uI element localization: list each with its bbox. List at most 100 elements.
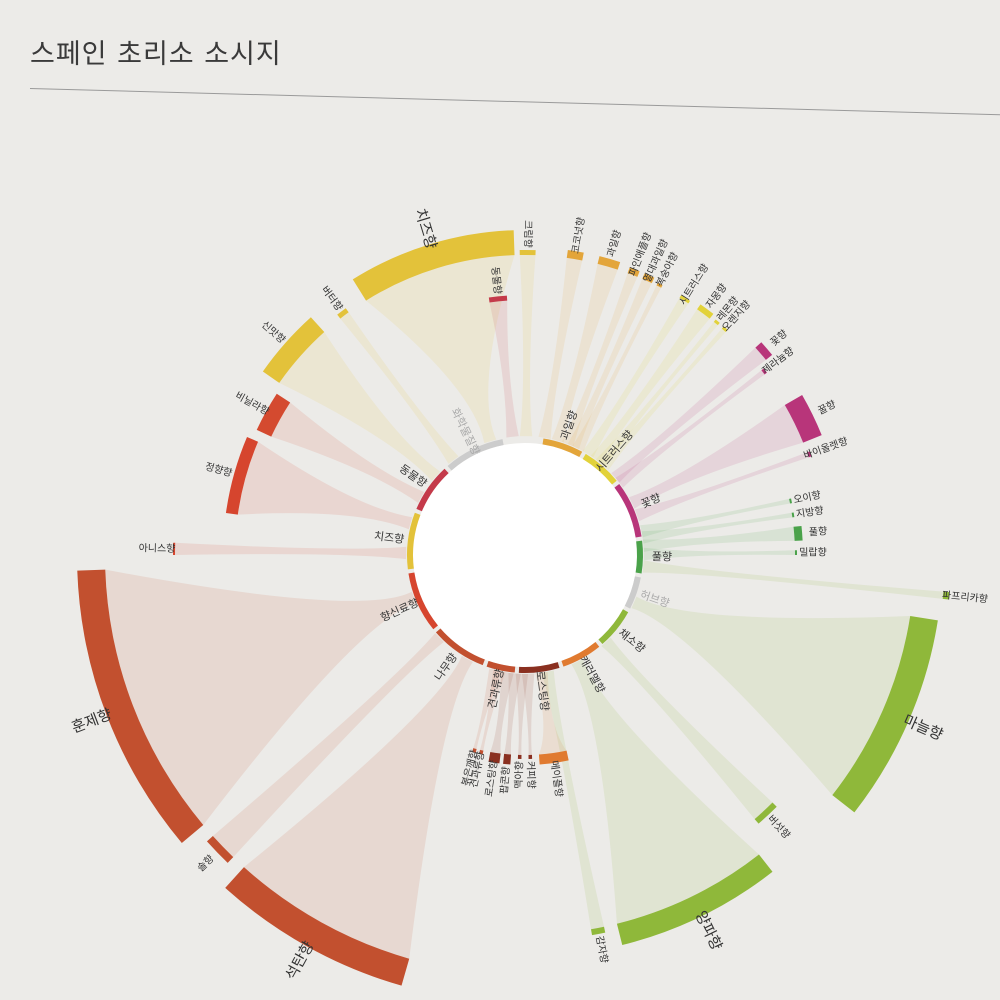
inner-segment [561, 642, 600, 667]
inner-segment [542, 438, 583, 458]
flavor-ribbon [237, 441, 413, 530]
outer-flavor-arc [597, 256, 621, 270]
outer-flavor-arc [479, 749, 484, 755]
outer-flavor-label: 버터향 [319, 284, 345, 313]
ribbon-layer [105, 255, 944, 959]
outer-flavor-label: 오이향 [792, 489, 821, 506]
flavor-ribbon [538, 257, 583, 439]
flavor-ribbon [641, 512, 793, 544]
outer-flavor-arc [77, 569, 204, 843]
outer-flavor-label: 과일향 [605, 229, 624, 259]
outer-flavor-arc [755, 342, 773, 360]
flavor-ribbon [567, 278, 652, 449]
flavor-ribbon [243, 655, 473, 959]
outer-flavor-arc [206, 836, 234, 863]
flavor-ribbon [519, 255, 536, 437]
inner-core [413, 443, 637, 667]
outer-flavor-arc [225, 436, 259, 515]
outer-flavor-arc [656, 282, 663, 288]
outer-flavor-label: 코코넛향 [570, 216, 588, 254]
outer-flavor-arc [519, 250, 536, 256]
outer-flavor-arc [832, 616, 938, 813]
outer-flavor-label: 밀랍향 [799, 545, 827, 558]
inner-category-label: 로스팅향 [533, 670, 551, 712]
inner-ring [407, 438, 643, 673]
flavor-ribbon [212, 633, 444, 858]
outer-flavor-label: 솔향 [195, 853, 217, 874]
flavor-ribbon [571, 659, 759, 924]
outer-flavor-label: 치즈향 [411, 206, 440, 251]
inner-segment [435, 628, 485, 666]
flavor-ribbon [551, 263, 618, 443]
flavor-ribbon [642, 560, 944, 599]
outer-flavor-arc [794, 550, 797, 555]
outer-flavor-arc [642, 273, 655, 284]
flavor-ribbon [611, 347, 766, 483]
flavor-ribbon [489, 300, 519, 438]
inner-segment [624, 576, 641, 609]
flavor-ribbon [541, 670, 605, 930]
outer-flavor-label: 메이플향 [548, 760, 565, 798]
inner-segment [407, 512, 421, 570]
outer-flavor-label: 커피향 [524, 761, 537, 789]
outer-flavor-label: 정향향 [204, 461, 234, 480]
flavor-ribbon [535, 671, 567, 755]
flavor-ribbon [366, 255, 515, 444]
outer-arcs [77, 230, 950, 986]
flavor-ribbon [515, 673, 529, 755]
flavor-ribbon [631, 596, 911, 796]
flavor-ribbon [599, 328, 726, 471]
outer-flavor-label: 마늘향 [901, 711, 946, 744]
flavor-ribbon [643, 547, 796, 561]
outer-flavor-arc [784, 395, 822, 443]
flavor-ribbon [561, 273, 638, 447]
outer-flavor-label: 로스팅향 [483, 759, 500, 797]
outer-flavor-label: 양파향 [692, 908, 726, 953]
outer-flavor-label: 동물향 [489, 266, 504, 295]
outer-flavor-label: 지방향 [795, 504, 824, 520]
outer-flavor-label: 버섯향 [765, 813, 793, 841]
flavor-ribbon [490, 671, 514, 754]
outer-flavor-arc [538, 750, 569, 765]
inner-segment [635, 540, 643, 574]
inner-segment [486, 660, 516, 673]
outer-flavor-arc [754, 802, 777, 824]
outer-flavor-arc [566, 249, 584, 261]
outer-flavor-arc [173, 542, 176, 555]
outer-flavor-arc [791, 512, 795, 518]
outer-flavor-arc [337, 308, 349, 319]
outer-flavor-arc [262, 317, 325, 383]
outer-flavor-label: 팝콘향 [498, 766, 512, 795]
outer-flavor-arc [472, 748, 477, 753]
outer-flavor-arc [517, 754, 522, 759]
outer-flavor-arc [793, 525, 803, 541]
outer-flavor-arc [528, 754, 533, 759]
outer-flavor-label: 꽃향 [768, 328, 790, 349]
inner-segment [582, 453, 617, 485]
inner-segment [416, 468, 449, 512]
outer-flavor-label: 아니스향 [139, 542, 176, 555]
flavor-ribbon [615, 370, 765, 488]
outer-flavor-label: 석탄향 [282, 938, 318, 983]
outer-flavor-label: 감자향 [593, 935, 610, 964]
outer-flavor-label: 비닐라향 [233, 390, 271, 418]
inner-segment [614, 483, 642, 538]
inner-category-label: 치즈향 [373, 530, 405, 547]
page-title: 스페인 초리소 소시지 [30, 39, 282, 70]
outer-flavor-arc [627, 267, 640, 277]
outer-flavor-label: 꿀향 [816, 398, 838, 417]
outer-flavor-arc [697, 304, 714, 319]
flavor-ribbon [175, 542, 407, 560]
inner-category-label: 풀향 [652, 550, 672, 563]
outer-flavor-label: 신맛향 [259, 319, 288, 346]
flavor-ribbon [582, 297, 689, 458]
flavor-ribbon [634, 452, 809, 522]
flavor-ribbon [105, 569, 417, 825]
outer-flavor-arc [256, 393, 291, 437]
flavor-ribbon [480, 669, 506, 751]
outer-flavor-arc [806, 451, 812, 458]
outer-flavor-label: 훈제향 [69, 705, 114, 737]
flavor-ribbon [590, 309, 710, 464]
outer-flavor-arc [488, 295, 508, 303]
